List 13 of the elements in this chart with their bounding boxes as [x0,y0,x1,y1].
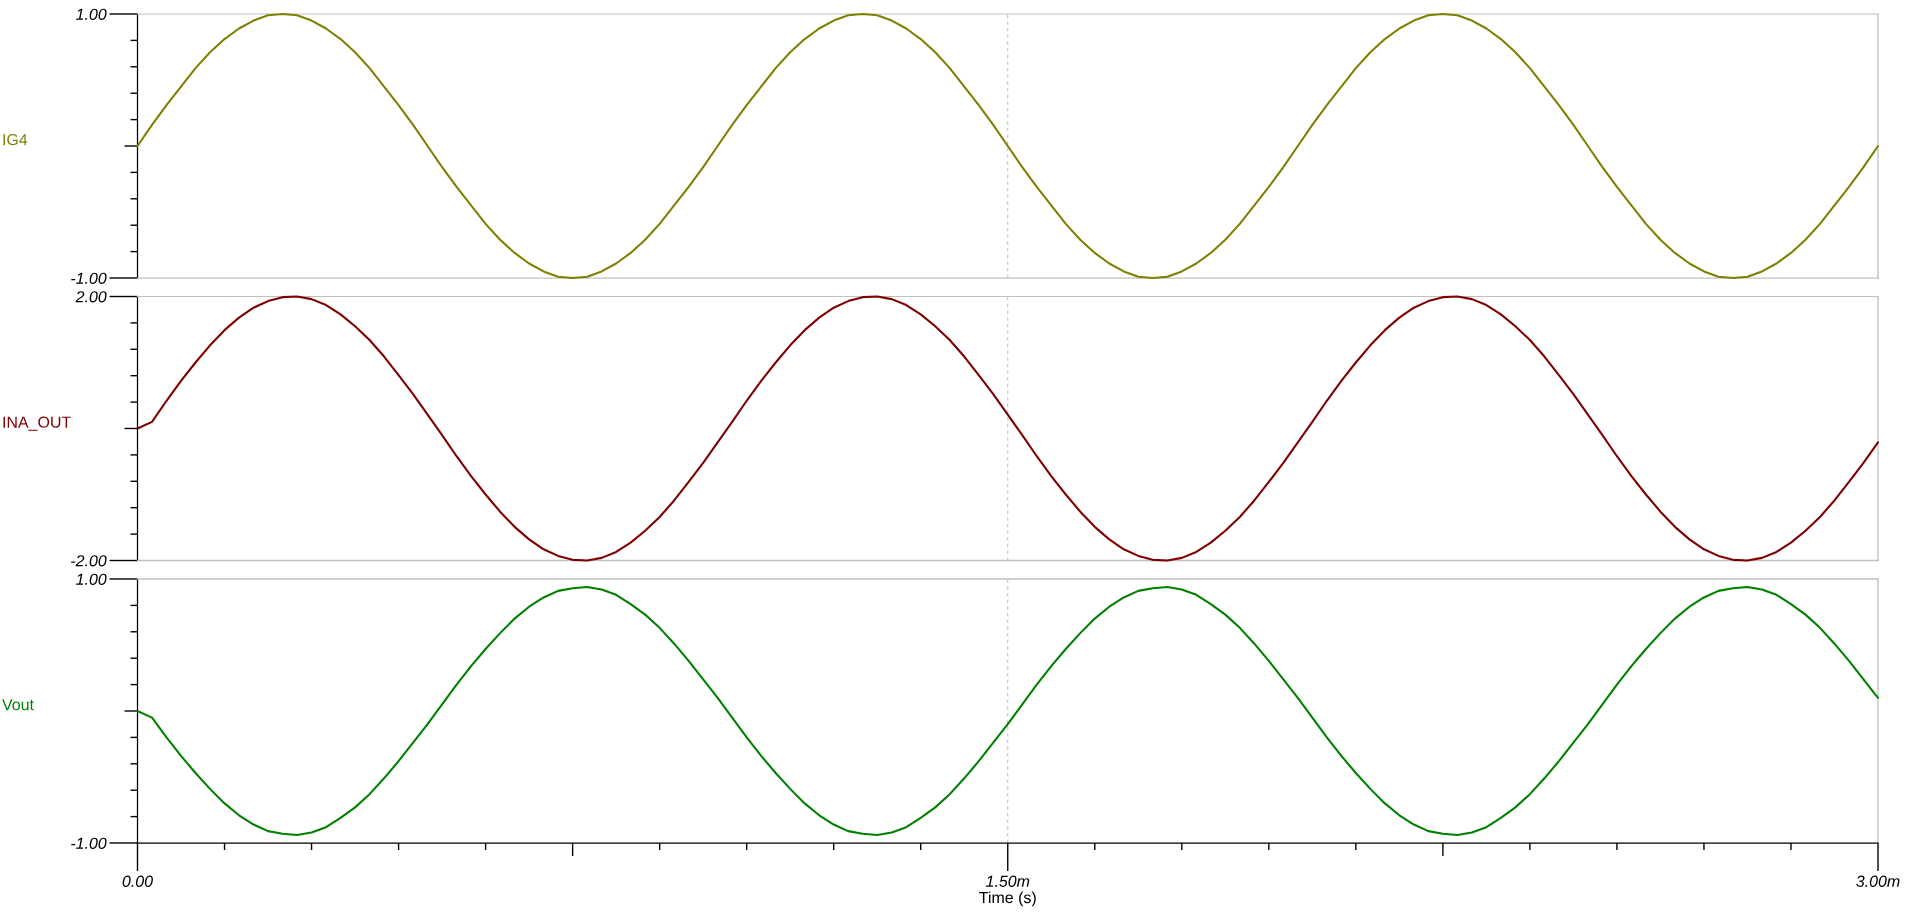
y-axis-title: INA_OUT [3,416,71,431]
x-axis-title: Time (s) [979,891,1036,907]
y-tick-label: 1.00 [76,8,107,20]
y-tick-label: 2.00 [75,291,107,303]
y-tick-label: -1.00 [71,837,107,849]
y-tick-label: -2.00 [71,555,107,567]
x-tick-label: 0.00 [122,875,153,887]
y-axis-title: Vout [2,699,34,711]
y-tick-label: 1.00 [76,573,107,585]
x-tick-label: 3.00m [1856,875,1900,887]
y-tick-label: -1.00 [71,272,107,284]
x-tick-label: 1.50m [985,875,1030,887]
y-axis-title: IG4 [3,133,28,146]
